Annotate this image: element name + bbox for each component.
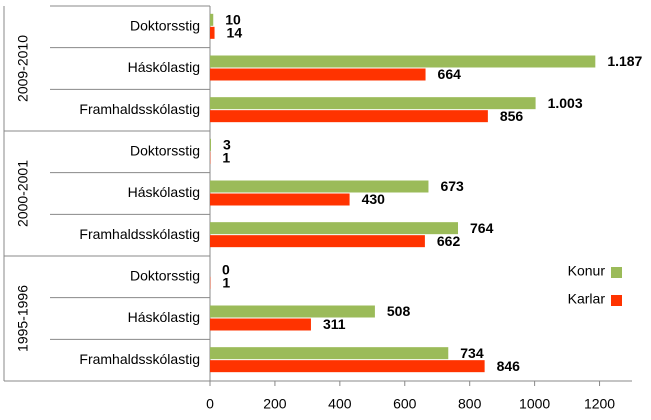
bar: [210, 222, 459, 235]
value-label: 1.187: [607, 53, 642, 69]
bar: [210, 235, 425, 248]
bar: [210, 360, 485, 373]
value-label: 1: [222, 150, 230, 166]
x-tick-label: 1200: [584, 396, 615, 412]
value-label: 10: [225, 12, 241, 28]
bar: [210, 97, 536, 110]
bar: [210, 305, 375, 318]
value-label: 846: [497, 358, 521, 374]
category-label: Doktorsstig: [130, 143, 200, 159]
value-label: 1: [222, 275, 230, 291]
value-label: 508: [387, 303, 411, 319]
category-label: Framhaldsskólastig: [79, 101, 200, 117]
value-label: 664: [438, 66, 462, 82]
bar: [210, 138, 211, 151]
x-tick-label: 200: [263, 396, 287, 412]
value-label: 856: [500, 108, 524, 124]
bar: [210, 110, 488, 123]
category-label: Doktorsstig: [130, 268, 200, 284]
category-label: Háskólastig: [128, 309, 200, 325]
category-label: Framhaldsskólastig: [79, 351, 200, 367]
bar: [210, 68, 426, 81]
group-label: 2000-2001: [15, 160, 31, 227]
x-tick-label: 600: [393, 396, 417, 412]
legend-label: Karlar: [568, 291, 606, 307]
legend-swatch: [611, 295, 622, 306]
legend-swatch: [611, 267, 622, 278]
category-label: Háskólastig: [128, 59, 200, 75]
bar: [210, 13, 214, 26]
category-label: Doktorsstig: [130, 18, 200, 34]
value-label: 430: [362, 191, 386, 207]
group-label: 2009-2010: [15, 35, 31, 102]
category-label: Háskólastig: [128, 184, 200, 200]
value-label: 662: [437, 233, 461, 249]
value-label: 3: [223, 137, 231, 153]
bar: [210, 55, 596, 68]
legend-label: Konur: [568, 263, 606, 279]
bar: [210, 318, 311, 331]
x-tick-label: 800: [458, 396, 482, 412]
bar: [210, 347, 449, 360]
value-label: 311: [323, 316, 346, 332]
value-label: 734: [460, 345, 484, 361]
value-label: 1.003: [548, 95, 583, 111]
x-tick-label: 0: [206, 396, 214, 412]
value-label: 14: [227, 25, 243, 41]
value-label: 673: [440, 178, 464, 194]
group-label: 1995-1996: [15, 285, 31, 352]
value-label: 764: [470, 220, 494, 236]
bar: [210, 180, 429, 193]
bar: [210, 26, 215, 39]
category-label: Framhaldsskólastig: [79, 226, 200, 242]
value-label: 0: [222, 262, 230, 278]
x-tick-label: 1000: [519, 396, 550, 412]
x-tick-label: 400: [328, 396, 352, 412]
bar: [210, 193, 350, 206]
